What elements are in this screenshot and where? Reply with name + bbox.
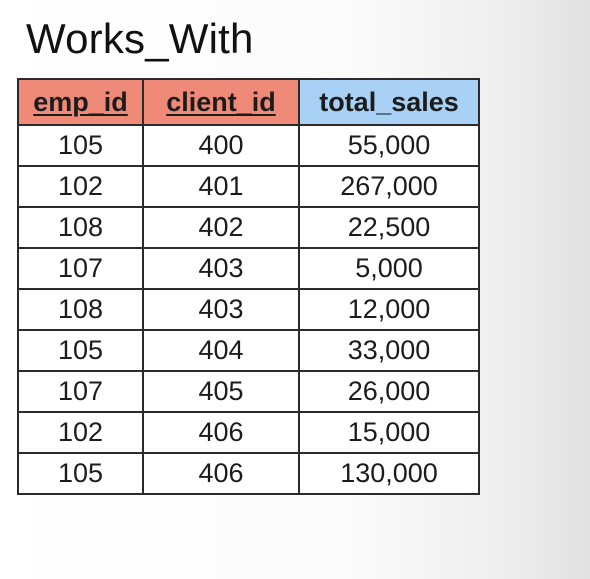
cell-client-id: 403 [142, 247, 300, 290]
cell-emp-id: 105 [17, 452, 144, 495]
table-row: 105 400 55,000 [17, 124, 480, 167]
cell-emp-id: 105 [17, 124, 144, 167]
table-row: 107 405 26,000 [17, 370, 480, 413]
cell-client-id: 402 [142, 206, 300, 249]
cell-total-sales: 22,500 [298, 206, 480, 249]
cell-emp-id: 108 [17, 288, 144, 331]
cell-total-sales: 5,000 [298, 247, 480, 290]
cell-total-sales: 55,000 [298, 124, 480, 167]
cell-emp-id: 102 [17, 411, 144, 454]
cell-total-sales: 33,000 [298, 329, 480, 372]
column-header-emp-id: emp_id [17, 78, 144, 126]
column-header-total-sales: total_sales [298, 78, 480, 126]
cell-emp-id: 105 [17, 329, 144, 372]
table-title: Works_With [26, 15, 254, 62]
cell-client-id: 405 [142, 370, 300, 413]
cell-emp-id: 108 [17, 206, 144, 249]
cell-emp-id: 107 [17, 247, 144, 290]
table-row: 102 401 267,000 [17, 165, 480, 208]
cell-total-sales: 130,000 [298, 452, 480, 495]
cell-client-id: 406 [142, 452, 300, 495]
works-with-table: emp_id client_id total_sales 105 400 55,… [17, 78, 480, 495]
cell-emp-id: 102 [17, 165, 144, 208]
table-row: 107 403 5,000 [17, 247, 480, 290]
cell-client-id: 403 [142, 288, 300, 331]
cell-total-sales: 15,000 [298, 411, 480, 454]
cell-total-sales: 26,000 [298, 370, 480, 413]
table-row: 105 404 33,000 [17, 329, 480, 372]
cell-client-id: 400 [142, 124, 300, 167]
table-row: 108 402 22,500 [17, 206, 480, 249]
cell-client-id: 406 [142, 411, 300, 454]
cell-emp-id: 107 [17, 370, 144, 413]
cell-client-id: 404 [142, 329, 300, 372]
cell-total-sales: 12,000 [298, 288, 480, 331]
table-row: 102 406 15,000 [17, 411, 480, 454]
cell-client-id: 401 [142, 165, 300, 208]
cell-total-sales: 267,000 [298, 165, 480, 208]
table-row: 105 406 130,000 [17, 452, 480, 495]
column-header-client-id: client_id [142, 78, 300, 126]
table-row: 108 403 12,000 [17, 288, 480, 331]
header-row: emp_id client_id total_sales [17, 78, 480, 126]
